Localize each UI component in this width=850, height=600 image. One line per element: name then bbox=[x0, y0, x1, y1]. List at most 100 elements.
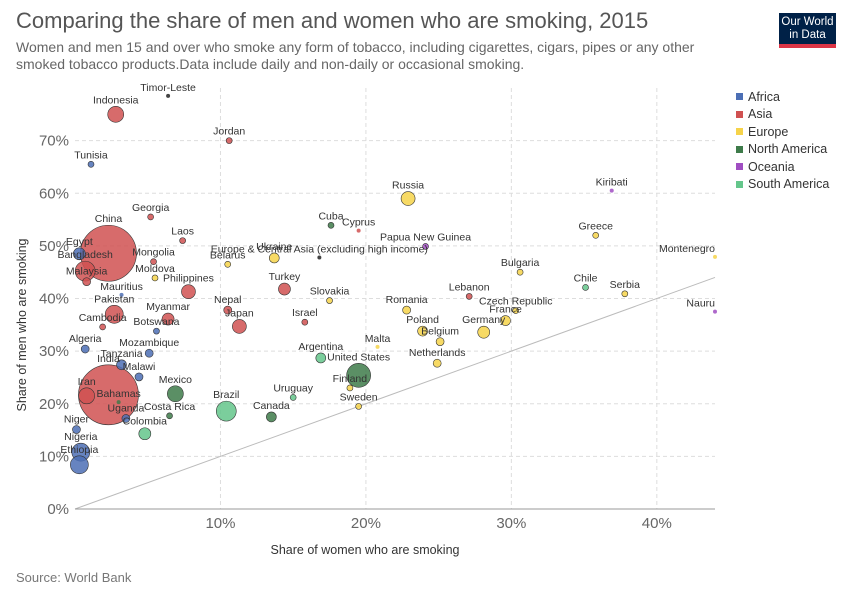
data-point[interactable] bbox=[166, 412, 173, 420]
point-label: Germany bbox=[462, 314, 506, 326]
point-label: Algeria bbox=[69, 333, 102, 345]
data-point[interactable] bbox=[582, 284, 589, 291]
data-point[interactable] bbox=[121, 414, 131, 423]
data-point[interactable] bbox=[713, 254, 717, 259]
data-point[interactable] bbox=[266, 411, 277, 423]
data-point[interactable] bbox=[73, 247, 86, 261]
data-point[interactable] bbox=[147, 213, 154, 221]
data-point[interactable] bbox=[70, 455, 89, 475]
data-point[interactable] bbox=[150, 258, 157, 265]
data-point[interactable] bbox=[402, 305, 411, 315]
data-point[interactable] bbox=[713, 309, 717, 314]
data-point[interactable] bbox=[72, 425, 81, 434]
data-point[interactable] bbox=[232, 319, 247, 334]
data-point[interactable] bbox=[179, 237, 186, 244]
data-point[interactable] bbox=[138, 427, 152, 441]
point-label: China bbox=[95, 213, 123, 225]
point-label: Tunisia bbox=[74, 149, 108, 161]
data-point[interactable] bbox=[346, 384, 354, 392]
data-point[interactable] bbox=[119, 292, 124, 297]
point-label: Malaysia bbox=[66, 266, 108, 278]
legend: Africa Asia Europe North America Oceania Sout… bbox=[736, 88, 829, 193]
data-point[interactable] bbox=[78, 387, 95, 405]
point-label: Europe & Central Asia (excluding high in… bbox=[211, 243, 428, 255]
point-label: France bbox=[489, 304, 522, 316]
data-point[interactable] bbox=[465, 293, 473, 300]
point-label: Brazil bbox=[213, 389, 239, 401]
data-point[interactable] bbox=[215, 400, 237, 422]
data-point[interactable] bbox=[432, 358, 442, 368]
data-point[interactable] bbox=[181, 284, 196, 299]
data-point[interactable] bbox=[301, 318, 309, 326]
data-point[interactable] bbox=[134, 372, 144, 382]
y-axis: 0% 10% 20% 30% 40% 50% 60% 70% bbox=[39, 133, 69, 518]
data-point[interactable] bbox=[224, 260, 232, 268]
data-point[interactable] bbox=[516, 268, 524, 276]
point-label: Nepal bbox=[214, 294, 241, 306]
legend-item[interactable]: Africa bbox=[736, 88, 829, 106]
point-label: Myanmar bbox=[146, 301, 190, 313]
data-point[interactable] bbox=[99, 323, 106, 331]
data-point[interactable] bbox=[500, 315, 511, 326]
owid-logo[interactable]: Our World in Data bbox=[779, 13, 836, 48]
data-point[interactable] bbox=[116, 400, 121, 405]
data-point[interactable] bbox=[289, 394, 297, 401]
data-point[interactable] bbox=[161, 312, 175, 326]
legend-item[interactable]: Oceania bbox=[736, 158, 829, 176]
data-point[interactable] bbox=[151, 274, 159, 282]
legend-label: Africa bbox=[748, 89, 780, 104]
data-point[interactable] bbox=[400, 191, 416, 206]
point-label: Mauritius bbox=[100, 281, 143, 293]
data-point[interactable] bbox=[144, 348, 154, 358]
point-label: Lebanon bbox=[449, 281, 490, 293]
data-point[interactable] bbox=[153, 327, 160, 335]
legend-item[interactable]: Europe bbox=[736, 123, 829, 141]
point-label: Botswana bbox=[133, 316, 179, 328]
data-point[interactable] bbox=[621, 290, 629, 298]
legend-item[interactable]: Asia bbox=[736, 106, 829, 124]
data-point[interactable] bbox=[166, 93, 171, 98]
data-point[interactable] bbox=[592, 232, 600, 239]
legend-item[interactable]: South America bbox=[736, 176, 829, 194]
data-point[interactable] bbox=[278, 282, 291, 296]
data-point[interactable] bbox=[326, 297, 333, 304]
data-point[interactable] bbox=[609, 188, 614, 193]
data-point[interactable] bbox=[327, 222, 335, 229]
data-point[interactable] bbox=[268, 252, 280, 264]
data-point[interactable] bbox=[116, 359, 127, 371]
legend-item[interactable]: North America bbox=[736, 141, 829, 159]
data-point[interactable] bbox=[107, 106, 125, 123]
data-points bbox=[70, 93, 717, 475]
data-point[interactable] bbox=[346, 363, 371, 388]
data-point[interactable] bbox=[315, 352, 327, 364]
data-point[interactable] bbox=[80, 344, 90, 354]
data-point[interactable] bbox=[355, 403, 362, 410]
point-label: Japan bbox=[225, 307, 254, 319]
point-label: Tanzania bbox=[101, 348, 143, 360]
data-point[interactable] bbox=[225, 137, 233, 144]
data-point[interactable] bbox=[477, 325, 491, 339]
x-axis: 10% 20% 30% 40% bbox=[75, 508, 715, 532]
data-point[interactable] bbox=[512, 307, 520, 314]
data-point[interactable] bbox=[356, 228, 361, 233]
data-point[interactable] bbox=[87, 161, 95, 168]
point-label: Bangladesh bbox=[57, 249, 113, 261]
legend-label: South America bbox=[748, 177, 830, 192]
data-point[interactable] bbox=[82, 277, 91, 286]
legend-swatch bbox=[736, 163, 743, 171]
data-point[interactable] bbox=[422, 243, 429, 250]
data-point[interactable] bbox=[317, 255, 322, 260]
data-point[interactable] bbox=[435, 337, 445, 346]
point-label: Israel bbox=[292, 307, 318, 319]
point-label: Canada bbox=[253, 400, 290, 412]
x-tick-label: 30% bbox=[496, 515, 526, 532]
point-label: Argentina bbox=[298, 341, 343, 353]
logo-line-2: in Data bbox=[789, 29, 826, 41]
data-point[interactable] bbox=[104, 304, 124, 324]
data-point[interactable] bbox=[417, 325, 428, 337]
data-point[interactable] bbox=[375, 344, 380, 349]
point-label: Malta bbox=[365, 333, 391, 345]
data-point[interactable] bbox=[167, 385, 184, 403]
legend-swatch bbox=[736, 110, 743, 118]
data-point[interactable] bbox=[223, 305, 233, 315]
